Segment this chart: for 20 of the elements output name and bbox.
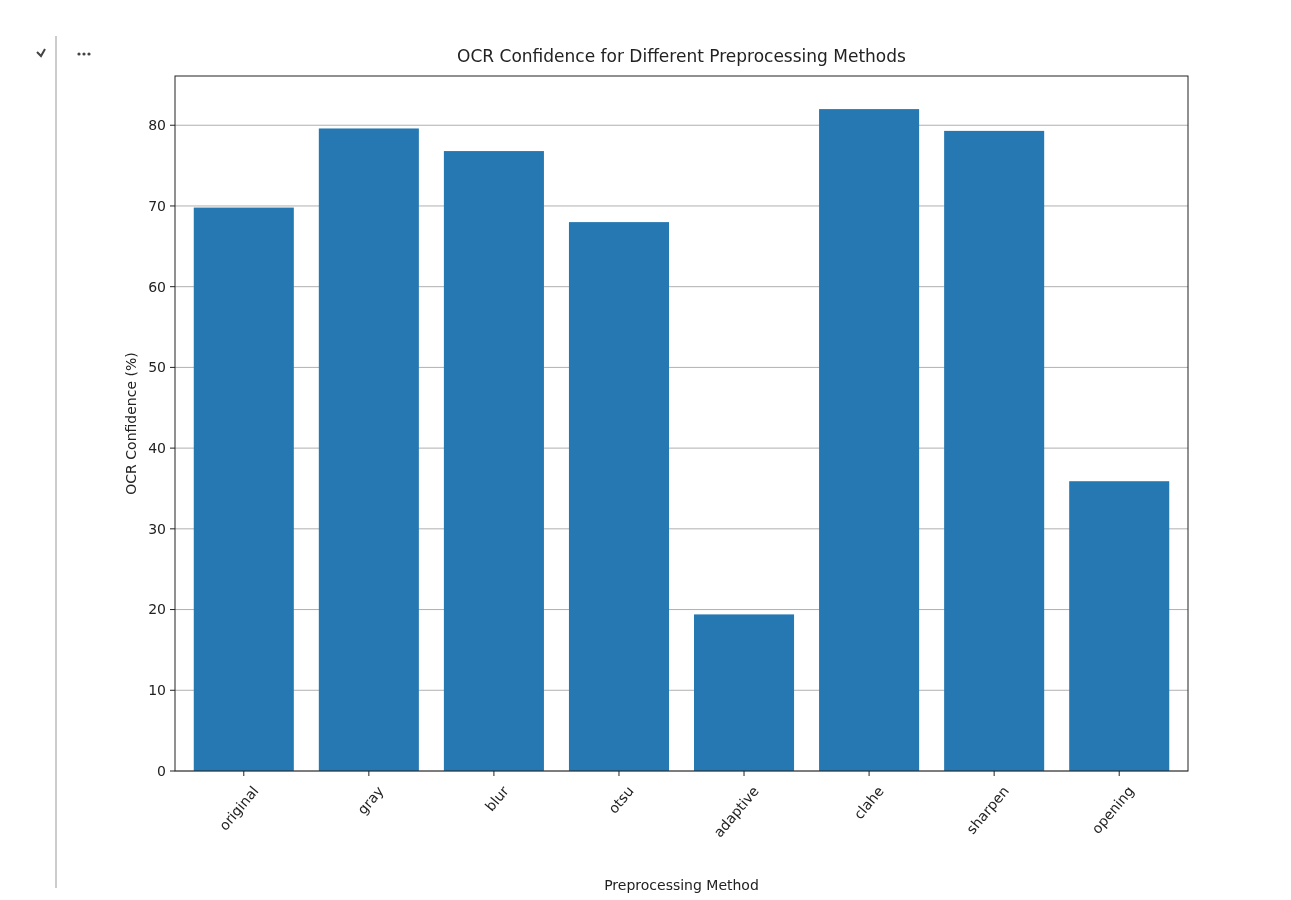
y-tick-label: 40 (148, 440, 166, 457)
y-tick-label: 20 (148, 601, 166, 618)
bar (318, 128, 419, 771)
x-axis-title: Preprocessing Method (604, 877, 759, 893)
y-tick-label: 60 (148, 278, 166, 295)
y-tick-label: 0 (157, 762, 166, 779)
bar (819, 109, 920, 771)
y-tick-label: 80 (148, 117, 166, 134)
bar (568, 222, 669, 771)
y-tick-label: 30 (148, 520, 166, 537)
bar (1069, 481, 1170, 771)
bar (193, 207, 294, 771)
y-axis-title: OCR Confidence (%) (123, 352, 139, 495)
chart-title: OCR Confidence for Different Preprocessing Methods (457, 46, 907, 66)
y-tick-label: 50 (148, 359, 166, 376)
bar (443, 151, 544, 771)
y-tick-label: 10 (148, 682, 166, 699)
bar (944, 130, 1045, 771)
bar (694, 614, 795, 771)
y-tick-label: 70 (148, 197, 166, 214)
